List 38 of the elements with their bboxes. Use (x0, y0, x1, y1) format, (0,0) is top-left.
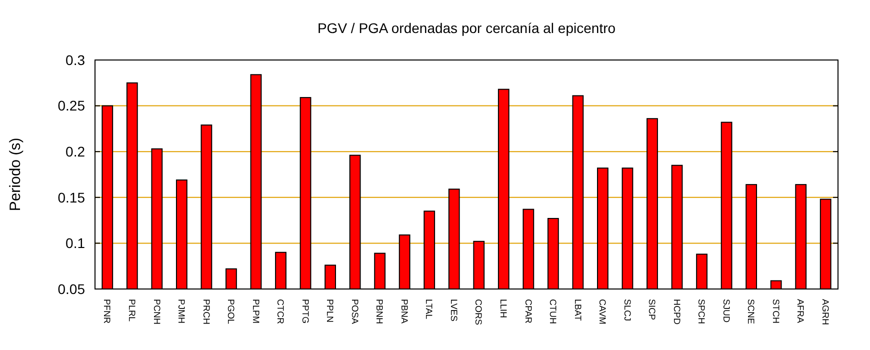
x-tick-label: SJUD (721, 299, 732, 323)
x-tick-label: PFNR (102, 299, 112, 324)
x-tick-label: HCPD (672, 299, 682, 325)
x-tick-label: SCNE (746, 299, 756, 324)
y-axis-title: Periodo (s) (7, 138, 24, 212)
x-tick-label: PJMH (176, 299, 187, 324)
y-tick-label: 0.15 (58, 189, 86, 206)
x-tick-label: SLCJ (622, 299, 632, 322)
x-tick-label: CPAR (523, 299, 534, 324)
x-tick-label: PRCH (201, 299, 212, 325)
y-tick-label: 0.1 (66, 235, 86, 252)
x-tick-label: CORS (474, 299, 484, 326)
x-tick-label: LTAL (424, 299, 434, 320)
x-tick-label: PLPM (250, 299, 261, 324)
x-tick-label: SICP (647, 299, 658, 320)
x-tick-label: AGRH (820, 299, 830, 326)
x-tick-label: PLRL (127, 299, 137, 322)
x-tick-label: CTCR (276, 299, 286, 324)
x-tick-label: PBNH (374, 299, 385, 324)
chart-title: PGV / PGA ordenadas por cercanía al epicentro (317, 20, 616, 36)
x-tick-label: PPLN (325, 299, 336, 323)
x-tick-label: LLIH (498, 299, 508, 318)
x-tick-label: LBAT (572, 299, 583, 322)
y-tick-label: 0.25 (58, 98, 86, 114)
x-tick-label: POSA (350, 299, 360, 324)
x-tick-label: CTUH (548, 299, 558, 324)
y-tick-label: 0.05 (58, 280, 86, 297)
x-tick-label: STCH (770, 299, 781, 324)
x-tick-label: PBNA (399, 299, 410, 324)
y-tick-label: 0.3 (66, 52, 86, 68)
y-tick-label: 0.2 (66, 144, 86, 160)
x-tick-label: SPCH (696, 299, 707, 324)
x-tick-label: PCNH (152, 299, 162, 325)
x-tick-label: LVES (448, 299, 459, 322)
x-tick-label: PPTG (300, 299, 310, 324)
x-tick-label: AFRA (796, 299, 806, 324)
x-tick-label: CAVM (598, 299, 608, 324)
x-tick-label: PGOL (226, 299, 236, 324)
